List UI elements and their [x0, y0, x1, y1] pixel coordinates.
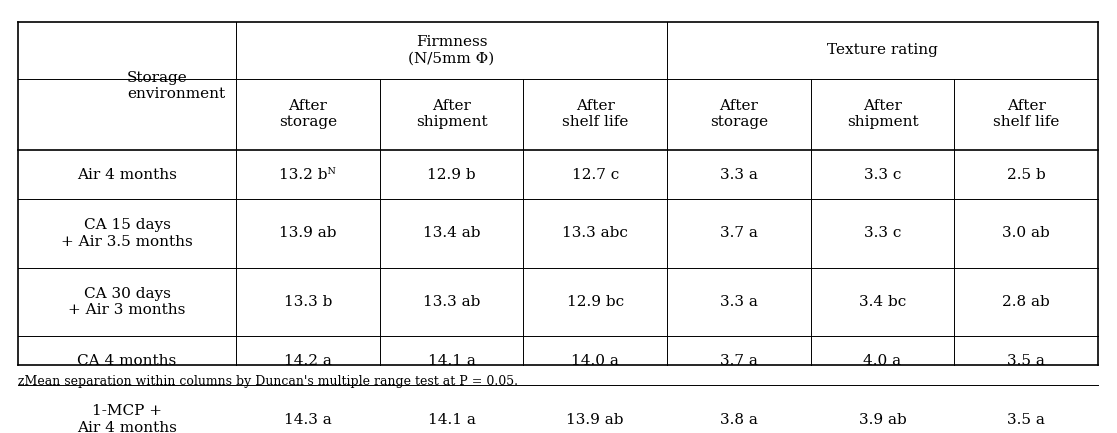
- Text: 13.9 ab: 13.9 ab: [566, 413, 624, 427]
- Text: 12.9 bc: 12.9 bc: [566, 295, 623, 309]
- Text: CA 15 days
+ Air 3.5 months: CA 15 days + Air 3.5 months: [61, 218, 193, 249]
- Text: 14.1 a: 14.1 a: [428, 413, 476, 427]
- Text: 3.0 ab: 3.0 ab: [1002, 226, 1050, 240]
- Text: CA 30 days
+ Air 3 months: CA 30 days + Air 3 months: [68, 287, 185, 317]
- Text: Firmness
(N/5mm Φ): Firmness (N/5mm Φ): [409, 35, 495, 65]
- Text: 2.5 b: 2.5 b: [1006, 168, 1046, 181]
- Text: 14.2 a: 14.2 a: [284, 354, 332, 368]
- Text: 3.3 c: 3.3 c: [863, 168, 901, 181]
- Text: After
storage: After storage: [709, 99, 767, 129]
- Text: After
shipment: After shipment: [416, 99, 487, 129]
- Text: 12.9 b: 12.9 b: [427, 168, 476, 181]
- Text: 3.9 ab: 3.9 ab: [859, 413, 906, 427]
- Text: 3.7 a: 3.7 a: [719, 226, 757, 240]
- Text: 3.3 a: 3.3 a: [719, 295, 757, 309]
- Text: After
storage: After storage: [279, 99, 337, 129]
- Text: 3.8 a: 3.8 a: [719, 413, 757, 427]
- Text: 4.0 a: 4.0 a: [863, 354, 901, 368]
- Text: Storage
environment: Storage environment: [127, 71, 226, 101]
- Text: 3.5 a: 3.5 a: [1008, 413, 1046, 427]
- Text: After
shelf life: After shelf life: [562, 99, 629, 129]
- Text: 3.7 a: 3.7 a: [719, 354, 757, 368]
- Text: 13.3 abc: 13.3 abc: [562, 226, 628, 240]
- Text: CA 4 months: CA 4 months: [77, 354, 176, 368]
- Text: 13.3 b: 13.3 b: [284, 295, 332, 309]
- Text: 13.2 bᴺ: 13.2 bᴺ: [279, 168, 336, 181]
- Text: 13.9 ab: 13.9 ab: [279, 226, 336, 240]
- Text: 13.3 ab: 13.3 ab: [423, 295, 480, 309]
- Text: 1-MCP +
Air 4 months: 1-MCP + Air 4 months: [77, 404, 176, 433]
- Text: 13.4 ab: 13.4 ab: [422, 226, 480, 240]
- Text: 3.3 a: 3.3 a: [719, 168, 757, 181]
- Text: 3.3 c: 3.3 c: [863, 226, 901, 240]
- Text: 14.1 a: 14.1 a: [428, 354, 476, 368]
- Text: 3.5 a: 3.5 a: [1008, 354, 1046, 368]
- Text: 14.0 a: 14.0 a: [571, 354, 619, 368]
- Text: After
shipment: After shipment: [847, 99, 918, 129]
- Text: 14.3 a: 14.3 a: [284, 413, 332, 427]
- Text: 12.7 c: 12.7 c: [572, 168, 619, 181]
- Text: After
shelf life: After shelf life: [993, 99, 1059, 129]
- Text: Texture rating: Texture rating: [827, 43, 938, 57]
- Text: 2.8 ab: 2.8 ab: [1002, 295, 1050, 309]
- Text: zMean separation within columns by Duncan's multiple range test at P = 0.05.: zMean separation within columns by Dunca…: [18, 375, 518, 388]
- Text: Air 4 months: Air 4 months: [77, 168, 176, 181]
- Text: 3.4 bc: 3.4 bc: [859, 295, 906, 309]
